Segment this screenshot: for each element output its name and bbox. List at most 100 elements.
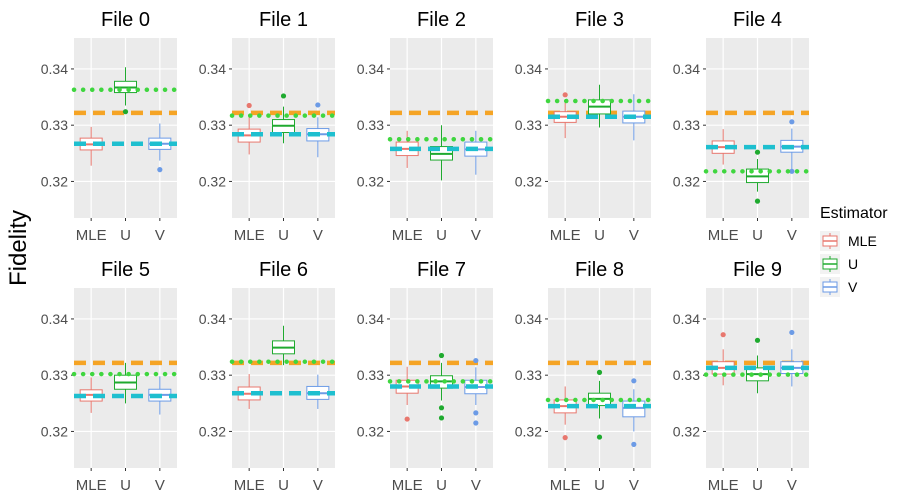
y-tick-label: 0.34 [357,61,384,77]
x-tick-label: U [752,227,763,244]
y-tick-label: 0.32 [357,173,384,189]
y-tick-label: 0.33 [515,367,542,383]
legend-label: V [848,279,858,295]
outlier-point [754,198,761,204]
x-tick-label: MLE [76,477,107,494]
legend-label: MLE [848,233,877,249]
y-tick-label: 0.34 [199,311,226,327]
legend-key: U [820,254,858,274]
outlier-point [596,434,603,440]
y-tick-label: 0.34 [41,311,68,327]
outlier-point [562,435,568,441]
y-tick-label: 0.33 [357,117,384,133]
outlier-point [438,415,445,421]
legend-key: V [820,277,858,297]
y-tick-label: 0.32 [673,423,700,439]
y-tick-label: 0.33 [199,117,226,133]
panel-title: File 4 [733,9,782,31]
legend-key: MLE [820,231,877,251]
panel-title: File 7 [417,259,466,281]
facet-panel: 0.32 0.33 0.34 File 4 MLE U V [673,9,812,244]
panel-title: File 3 [575,9,624,31]
legend-label: U [848,256,858,272]
x-tick-label: U [278,477,289,494]
x-tick-label: V [155,477,165,494]
y-tick-label: 0.34 [199,61,226,77]
outlier-point [473,410,479,416]
y-tick-label: 0.33 [41,367,68,383]
y-tick-label: 0.33 [41,117,68,133]
panel-title: File 2 [417,9,466,31]
y-tick-label: 0.32 [357,423,384,439]
x-tick-label: MLE [708,477,739,494]
x-tick-label: V [787,227,797,244]
facet-panel: 0.32 0.33 0.34 File 9 MLE U V [673,259,812,494]
x-tick-label: U [594,227,605,244]
outlier-point [473,357,479,364]
y-tick-label: 0.32 [673,173,700,189]
y-tick-label: 0.34 [515,311,542,327]
x-tick-label: U [594,477,605,494]
x-tick-label: MLE [392,477,423,494]
outlier-point [473,420,479,426]
x-tick-label: V [471,477,481,494]
outlier-point [596,369,603,375]
y-tick-label: 0.34 [357,311,384,327]
facet-panel: 0.32 0.33 0.34 File 3 MLE U V [515,9,654,244]
outlier-point [280,93,287,99]
panel-title: File 8 [575,259,624,281]
legend-keys: MLE UV [820,231,877,297]
x-tick-label: V [313,227,323,244]
box [622,400,646,418]
outlier-point [315,102,321,108]
outlier-point [122,109,129,115]
x-tick-label: V [629,477,639,494]
facet-panel: 0.32 0.33 0.34 File 2 MLE U V [357,9,496,244]
y-tick-label: 0.33 [357,367,384,383]
x-tick-label: V [471,227,481,244]
facet-panel: 0.32 0.33 0.34 File 0 MLE U V [41,9,180,244]
x-tick-label: U [120,477,131,494]
outlier-point [720,332,726,338]
y-tick-label: 0.34 [673,61,700,77]
outlier-point [631,378,637,384]
y-tick-label: 0.33 [673,117,700,133]
x-tick-label: U [120,227,131,244]
outlier-point [246,102,252,109]
y-tick-label: 0.33 [673,367,700,383]
x-tick-label: MLE [392,227,423,244]
y-tick-label: 0.32 [41,173,68,189]
outlier-point [789,168,795,174]
outlier-point [438,352,445,359]
x-tick-label: U [436,227,447,244]
facet-panel: 0.32 0.33 0.34 File 6 MLE U V [199,259,338,494]
x-tick-label: V [313,477,323,494]
facet-panel: 0.32 0.33 0.34 File 8 MLE U V [515,259,654,494]
y-tick-label: 0.34 [515,61,542,77]
outlier-point [157,167,163,173]
facet-panel: 0.32 0.33 0.34 File 7 MLE U V [357,259,496,494]
facet-panels: 0.32 0.33 0.34 File 0 MLE U V 0.32 0.33 0.34 File … [41,9,812,494]
legend: Estimator MLE UV [820,205,888,297]
x-tick-label: MLE [708,227,739,244]
y-tick-label: 0.33 [515,117,542,133]
outlier-point [754,337,761,343]
y-tick-label: 0.33 [199,367,226,383]
panel-title: File 6 [259,259,308,281]
panel-title: File 0 [101,9,150,31]
x-tick-label: U [278,227,289,244]
x-tick-label: V [155,227,165,244]
y-tick-label: 0.34 [41,61,68,77]
outlier-point [404,416,410,422]
y-tick-label: 0.32 [515,173,542,189]
outlier-point [631,441,637,447]
y-tick-label: 0.32 [199,423,226,439]
x-tick-label: MLE [550,227,581,244]
y-tick-label: 0.34 [673,311,700,327]
y-tick-label: 0.32 [199,173,226,189]
facet-panel: 0.32 0.33 0.34 File 1 MLE U V [199,9,338,244]
x-tick-label: U [752,477,763,494]
outlier-point [438,405,445,411]
panel-title: File 1 [259,9,308,31]
